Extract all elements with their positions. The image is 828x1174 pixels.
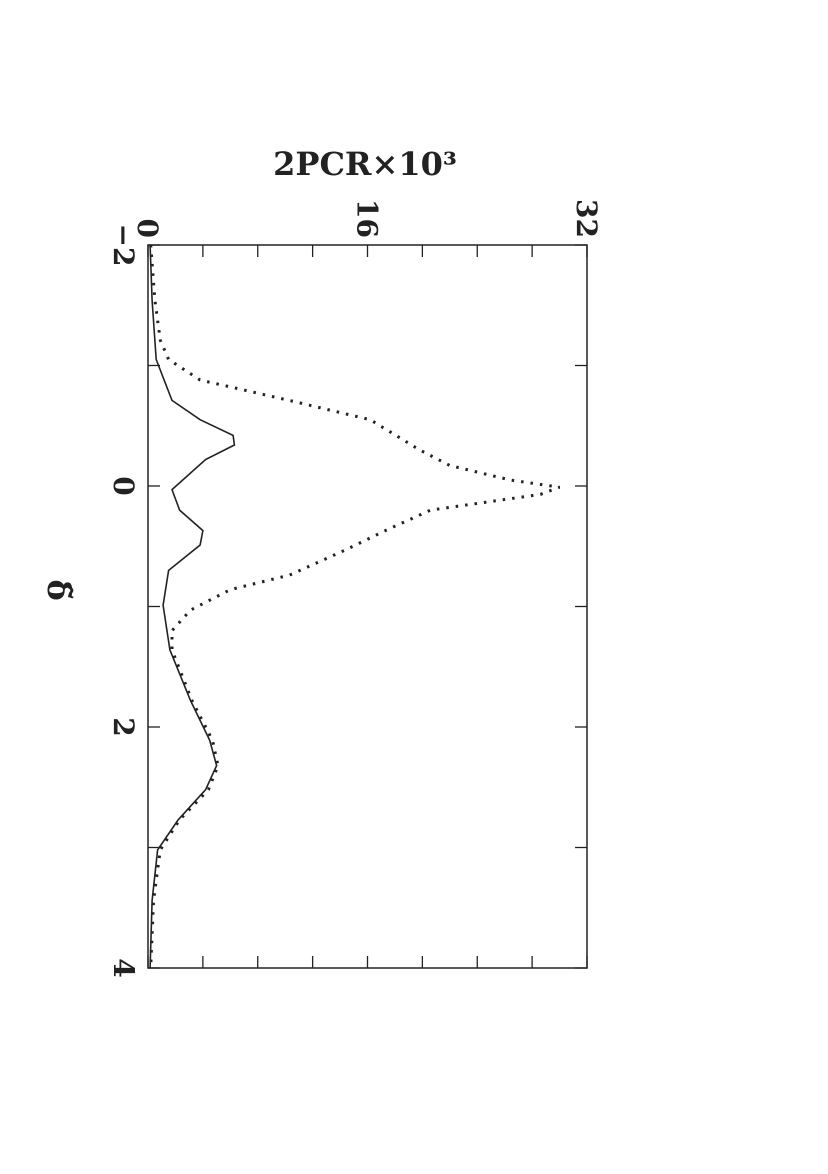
x-tick-label: 2 — [107, 717, 140, 736]
x-tick-label: 0 — [107, 476, 140, 495]
y-tick-label: 16 — [351, 199, 384, 238]
x-tick-label: −2 — [107, 224, 140, 267]
y-tick-label: 0 — [131, 219, 164, 238]
x-axis-label: δ̃ — [40, 579, 78, 600]
data-line — [149, 244, 236, 969]
y-tick-label: 32 — [570, 199, 603, 238]
plot-frame — [147, 244, 588, 969]
x-tick-label: 4 — [107, 958, 140, 977]
data-line — [149, 244, 561, 969]
axis-title: 2PCR×10³ — [273, 145, 457, 183]
